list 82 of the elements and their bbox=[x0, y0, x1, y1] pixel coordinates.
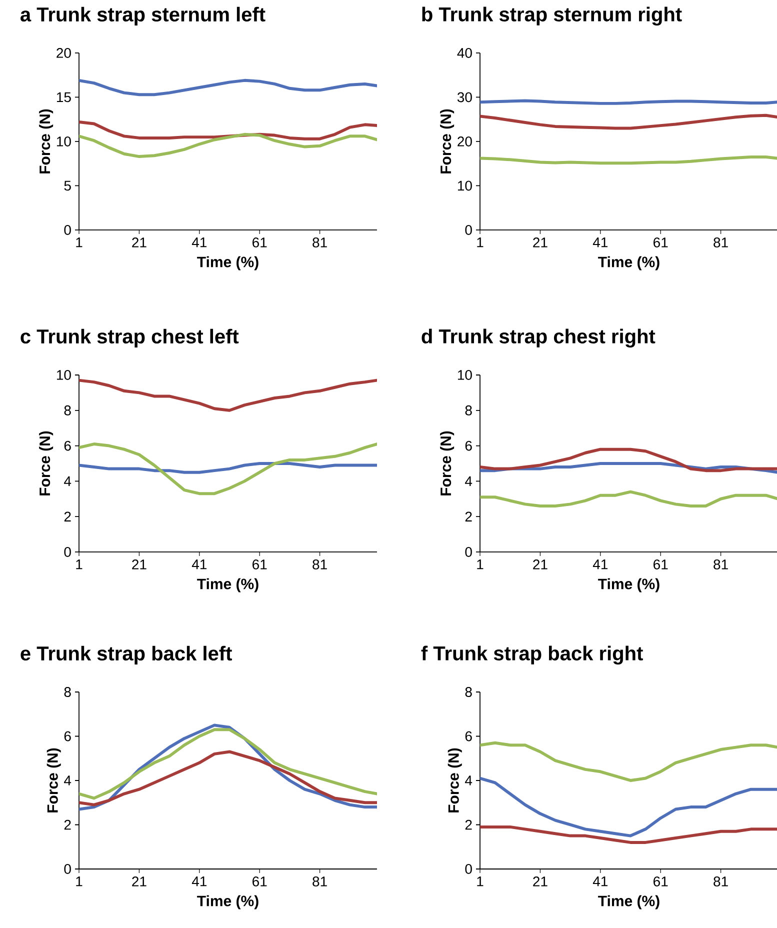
chart-title: b Trunk strap sternum right bbox=[422, 6, 682, 26]
x-tick-label: 21 bbox=[533, 876, 548, 886]
x-tick-label: 61 bbox=[654, 560, 668, 570]
y-tick-label: 0 bbox=[64, 864, 71, 874]
chart-title: c Trunk strap chest left bbox=[20, 328, 239, 348]
x-tick-label: 81 bbox=[312, 876, 327, 886]
y-tick-label: 8 bbox=[64, 687, 71, 697]
y-axis-title: Force (N) bbox=[448, 748, 462, 812]
y-tick-label: 8 bbox=[465, 405, 472, 416]
y-axis-title: Force (N) bbox=[440, 431, 454, 496]
y-tick-label: 5 bbox=[64, 180, 71, 191]
x-tick-label: 81 bbox=[714, 560, 728, 570]
x-tick-label: 21 bbox=[533, 238, 548, 248]
x-tick-label: 21 bbox=[533, 560, 548, 570]
x-tick-label: 1 bbox=[477, 560, 484, 570]
x-axis-title: Time (%) bbox=[197, 895, 258, 910]
y-tick-label: 0 bbox=[465, 864, 472, 874]
y-tick-label: 20 bbox=[56, 48, 71, 58]
x-tick-label: 41 bbox=[592, 238, 608, 248]
chart-title: e Trunk strap back left bbox=[20, 646, 232, 664]
y-tick-label: 40 bbox=[457, 48, 472, 58]
y-tick-label: 6 bbox=[64, 440, 71, 451]
x-axis-title: Time (%) bbox=[598, 895, 660, 910]
x-tick-label: 1 bbox=[477, 876, 484, 886]
y-axis-title: Force (N) bbox=[39, 109, 54, 174]
chart-title: a Trunk strap sternum left bbox=[20, 6, 266, 26]
line-series bbox=[480, 741, 777, 782]
x-tick-label: 41 bbox=[192, 876, 207, 886]
y-tick-label: 8 bbox=[64, 405, 71, 416]
x-tick-label: 1 bbox=[477, 238, 484, 248]
x-tick-label: 41 bbox=[592, 876, 608, 886]
y-tick-label: 2 bbox=[64, 820, 71, 830]
y-tick-label: 20 bbox=[458, 136, 472, 146]
y-tick-label: 4 bbox=[64, 476, 72, 486]
chart-title: f Trunk strap back right bbox=[421, 646, 643, 664]
y-tick-label: 8 bbox=[465, 687, 472, 697]
x-tick-label: 61 bbox=[654, 238, 668, 248]
x-tick-label: 1 bbox=[76, 238, 82, 248]
x-tick-label: 61 bbox=[654, 876, 668, 886]
x-tick-label: 41 bbox=[192, 238, 207, 248]
y-tick-label: 0 bbox=[465, 225, 472, 235]
y-tick-label: 4 bbox=[465, 776, 472, 786]
y-tick-label: 10 bbox=[56, 136, 71, 146]
x-tick-label: 81 bbox=[312, 560, 327, 570]
y-tick-label: 0 bbox=[64, 225, 71, 235]
y-tick-label: 4 bbox=[465, 476, 472, 486]
x-tick-label: 41 bbox=[592, 560, 608, 570]
x-tick-label: 81 bbox=[714, 876, 728, 886]
y-axis-title: Force (N) bbox=[440, 109, 454, 174]
y-tick-label: 2 bbox=[64, 512, 71, 522]
x-tick-label: 1 bbox=[76, 560, 82, 570]
y-tick-label: 6 bbox=[465, 440, 472, 451]
y-tick-label: 0 bbox=[64, 547, 71, 557]
y-tick-label: 10 bbox=[458, 180, 472, 191]
x-tick-label: 1 bbox=[76, 876, 82, 886]
y-tick-label: 2 bbox=[465, 512, 472, 522]
y-axis-title: Force (N) bbox=[39, 431, 54, 496]
y-tick-label: 2 bbox=[465, 820, 472, 830]
line-series bbox=[79, 132, 377, 158]
x-tick-label: 61 bbox=[252, 876, 267, 886]
x-tick-label: 21 bbox=[132, 238, 146, 248]
x-axis-title: Time (%) bbox=[598, 578, 660, 592]
y-tick-label: 4 bbox=[64, 776, 72, 786]
x-axis-title: Time (%) bbox=[197, 578, 258, 592]
x-tick-label: 81 bbox=[714, 238, 728, 248]
y-tick-label: 30 bbox=[457, 92, 472, 102]
x-tick-label: 61 bbox=[252, 560, 267, 570]
y-tick-label: 10 bbox=[56, 370, 71, 380]
x-tick-label: 81 bbox=[312, 238, 327, 248]
x-tick-label: 61 bbox=[252, 238, 267, 248]
y-tick-label: 6 bbox=[465, 731, 472, 742]
x-axis-title: Time (%) bbox=[197, 256, 258, 270]
y-axis-title: Force (N) bbox=[46, 748, 61, 812]
x-axis-title: Time (%) bbox=[598, 256, 660, 270]
y-tick-label: 0 bbox=[465, 547, 472, 557]
x-tick-label: 21 bbox=[132, 560, 146, 570]
x-tick-label: 21 bbox=[132, 876, 146, 886]
y-tick-label: 15 bbox=[56, 92, 71, 102]
y-tick-label: 10 bbox=[458, 370, 472, 380]
chart-title: d Trunk strap chest right bbox=[422, 328, 656, 348]
y-tick-label: 6 bbox=[64, 731, 71, 742]
x-tick-label: 41 bbox=[192, 560, 207, 570]
